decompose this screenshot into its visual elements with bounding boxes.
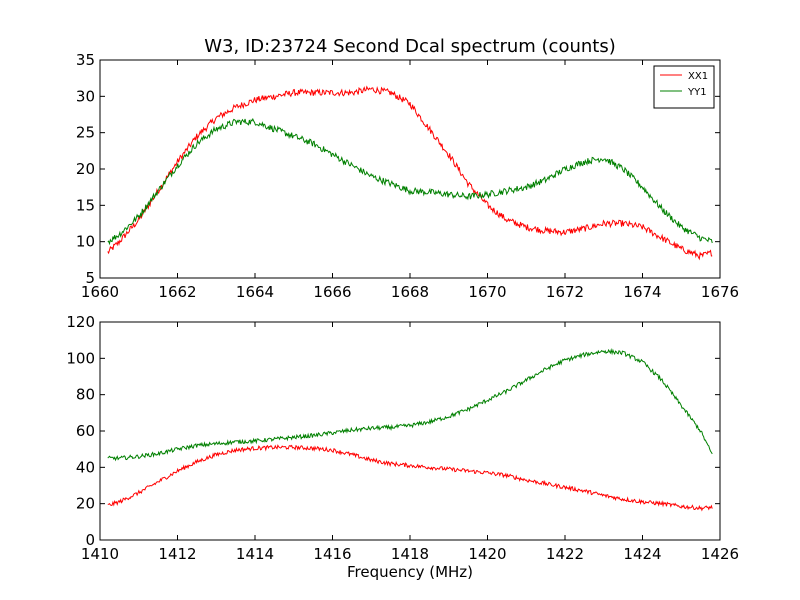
y-tick-label: 25 xyxy=(76,124,95,142)
top-panel: 1660 1662 1664 1666 1668 1670 1672 1674 1676 5 10 1… xyxy=(76,51,739,301)
series-line-panel1-0 xyxy=(107,444,713,512)
x-tick-label: 1426 xyxy=(701,545,739,563)
x-tick-label: 1672 xyxy=(546,283,584,301)
y-tick-label: 100 xyxy=(66,349,95,367)
series-line-xx1 xyxy=(107,85,713,261)
x-tick-label: 1676 xyxy=(701,283,739,301)
x-tick-label: 1416 xyxy=(313,545,351,563)
y-tick-label: 30 xyxy=(76,87,95,105)
x-axis-label: Frequency (MHz) xyxy=(347,563,473,581)
y-tick-label: 0 xyxy=(85,531,95,549)
y-tick-label: 20 xyxy=(76,495,95,513)
x-tick-label: 1666 xyxy=(313,283,351,301)
y-tick-label: 10 xyxy=(76,233,95,251)
legend-label-yy1: YY1 xyxy=(687,87,707,98)
legend-label-xx1: XX1 xyxy=(688,71,708,82)
x-tick-label: 1668 xyxy=(391,283,429,301)
y-tick-label: 15 xyxy=(76,196,95,214)
series-line-panel1-1 xyxy=(107,347,713,462)
y-tick-label: 120 xyxy=(66,313,95,331)
y-tick-label: 5 xyxy=(85,269,95,287)
x-tick-label: 1420 xyxy=(468,545,506,563)
x-tick-label: 1674 xyxy=(623,283,661,301)
x-tick-label: 1670 xyxy=(468,283,506,301)
legend-box xyxy=(653,65,715,109)
x-tick-label: 1422 xyxy=(546,545,584,563)
y-tick-label: 20 xyxy=(76,160,95,178)
y-tick-label: 35 xyxy=(76,51,95,69)
x-tick-label: 1662 xyxy=(158,283,196,301)
y-tick-label: 80 xyxy=(76,386,95,404)
x-tick-label: 1664 xyxy=(236,283,274,301)
x-tick-label: 1414 xyxy=(236,545,274,563)
y-tick-label: 40 xyxy=(76,458,95,476)
x-tick-label: 1418 xyxy=(391,545,429,563)
x-tick-label: 1424 xyxy=(623,545,661,563)
bottom-panel: 1410 1412 1414 1416 1418 1420 1422 1424 1426 0 20 4… xyxy=(66,313,739,563)
x-tick-label: 1412 xyxy=(158,545,196,563)
y-tick-label: 60 xyxy=(76,422,95,440)
x-tick-label: 1660 xyxy=(81,283,119,301)
x-tick-label: 1410 xyxy=(81,545,119,563)
series-line-yy1 xyxy=(107,117,713,246)
chart-title: W3, ID:23724 Second Dcal spectrum (count… xyxy=(204,36,616,57)
